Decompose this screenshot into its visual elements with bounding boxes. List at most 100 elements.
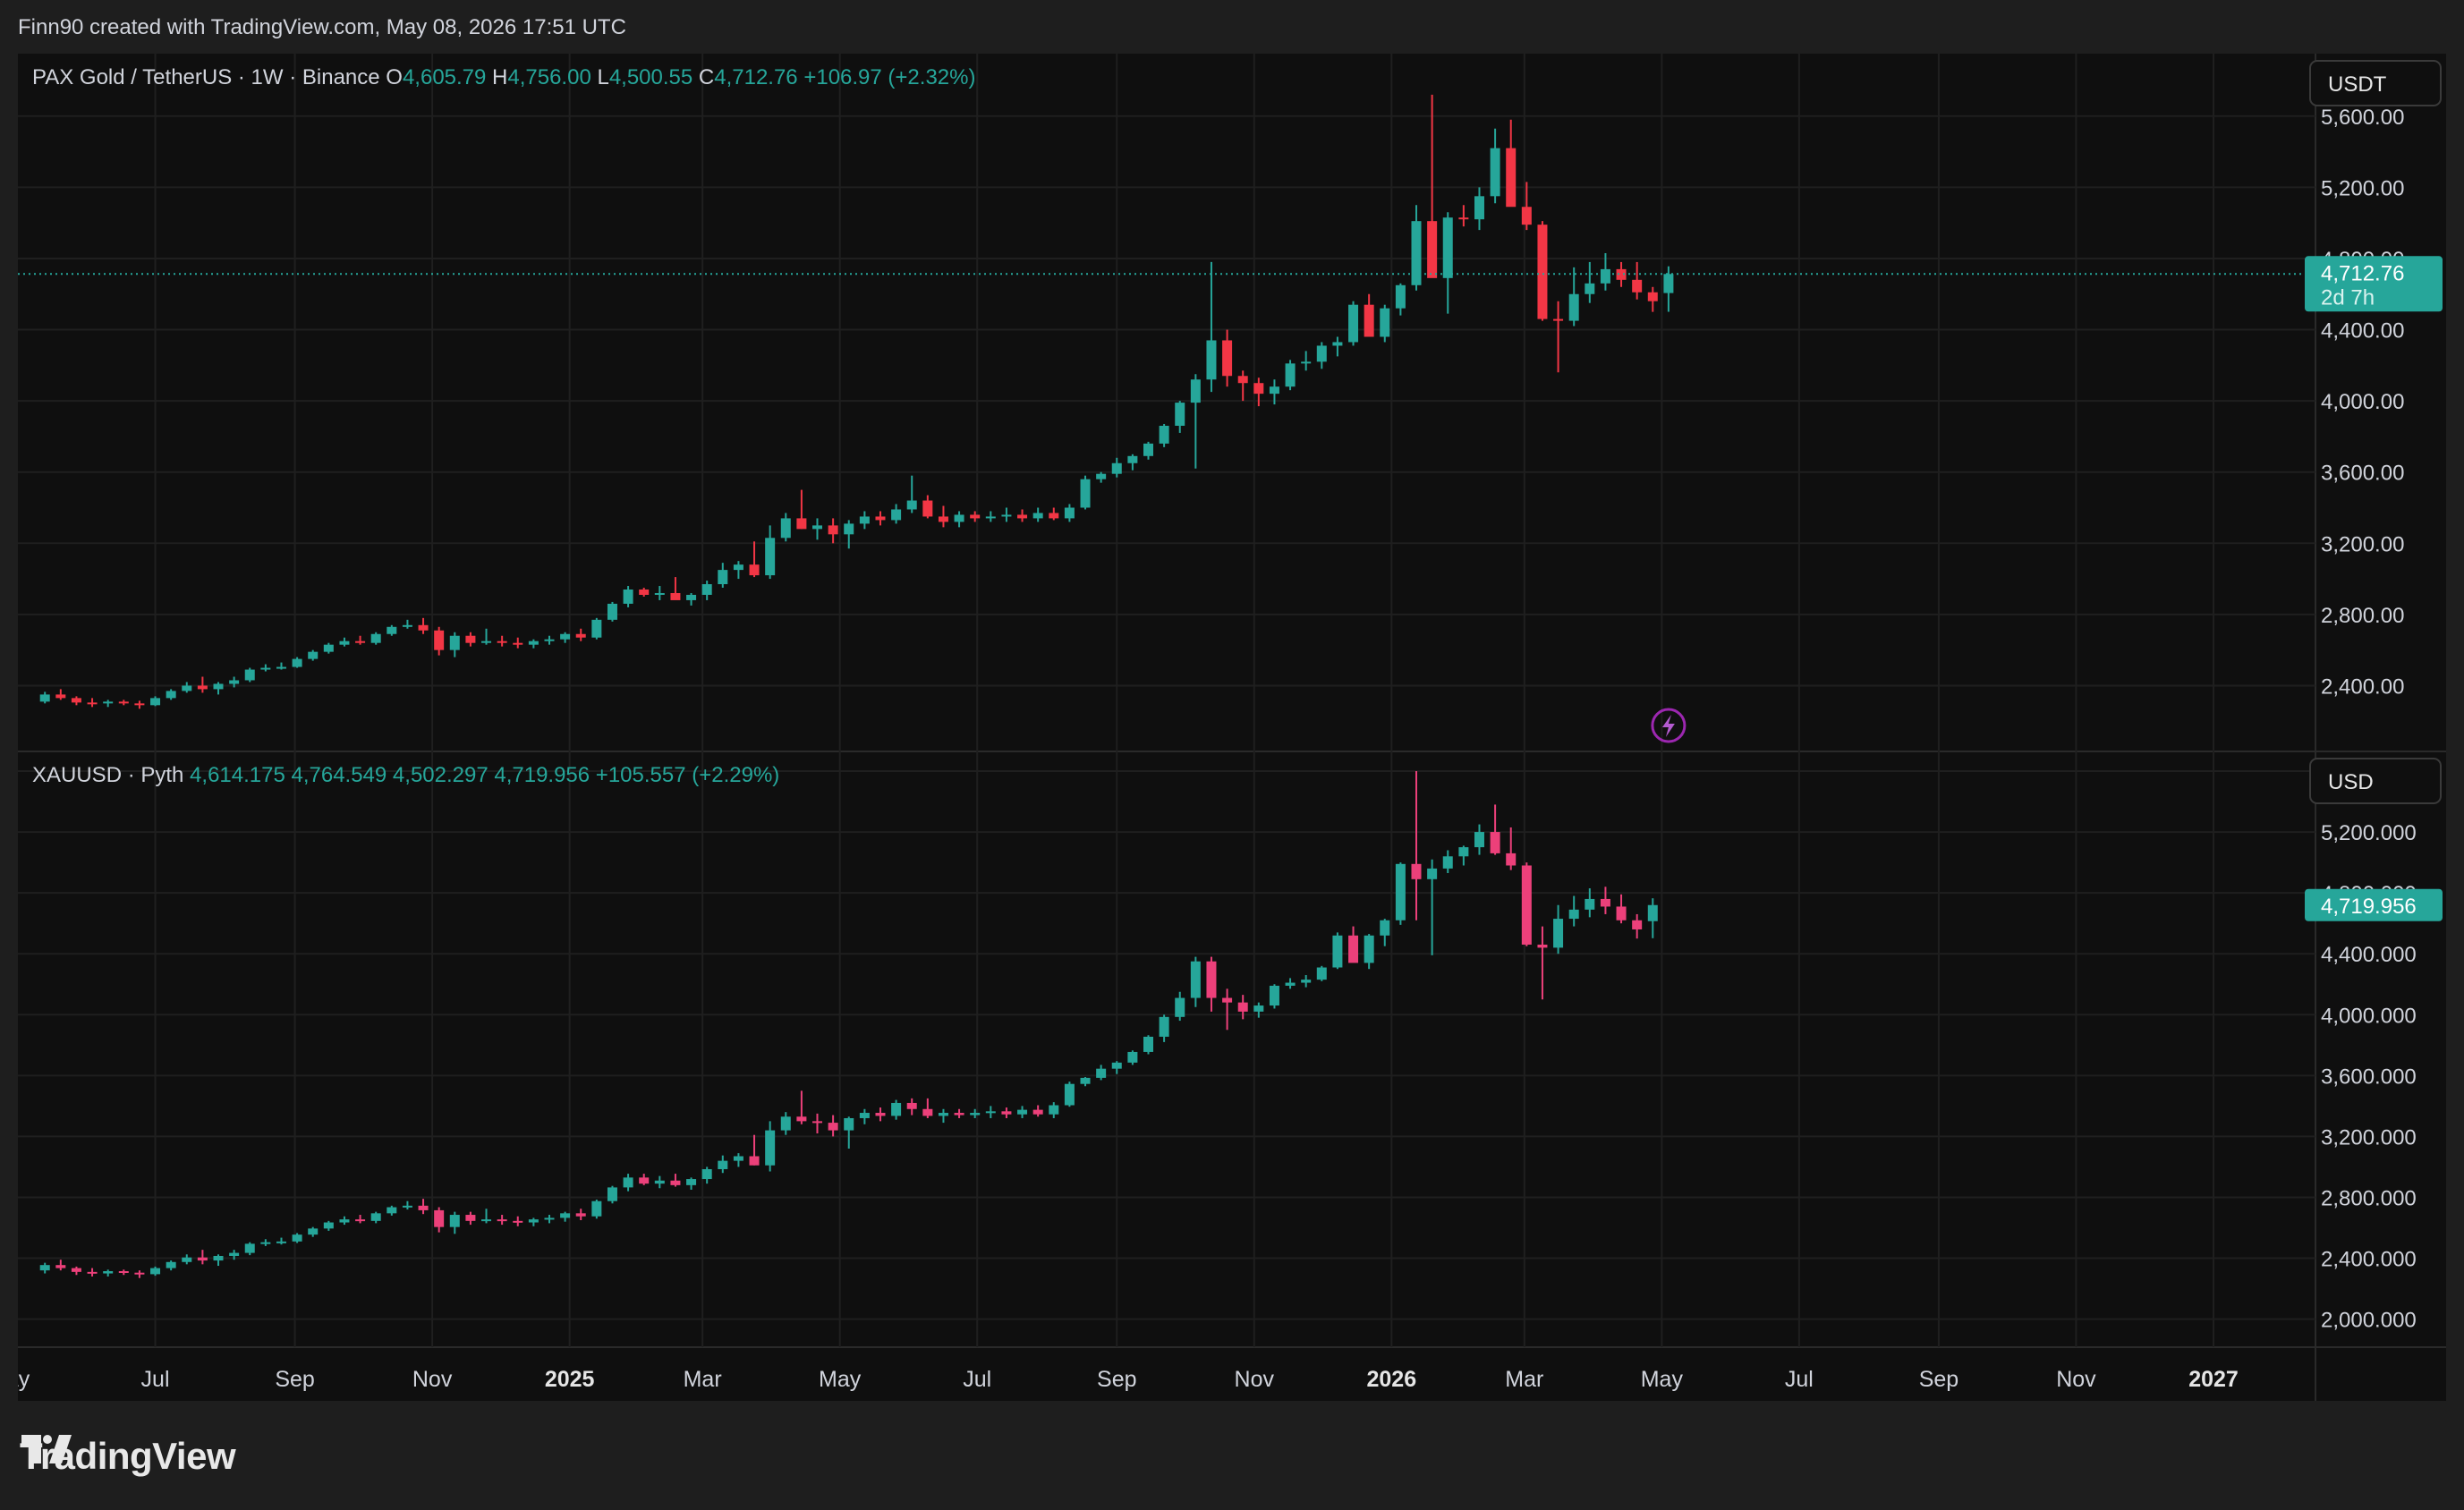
candle-body[interactable] — [244, 1243, 255, 1253]
candle-body[interactable] — [1301, 980, 1312, 983]
candle-body[interactable] — [1159, 1016, 1169, 1037]
candle-body[interactable] — [544, 1217, 555, 1220]
candle-body[interactable] — [654, 592, 665, 595]
candle-body[interactable] — [1159, 425, 1169, 444]
candle-body[interactable] — [1190, 961, 1201, 998]
candle-body[interactable] — [449, 635, 460, 650]
candle-body[interactable] — [497, 640, 507, 643]
candle-body[interactable] — [1553, 318, 1564, 321]
candle-body[interactable] — [1364, 935, 1374, 963]
candle-body[interactable] — [434, 630, 445, 650]
candle-body[interactable] — [1521, 207, 1532, 225]
candle-body[interactable] — [607, 1187, 617, 1201]
candle-body[interactable] — [276, 666, 286, 669]
candle-body[interactable] — [166, 691, 176, 699]
candle-body[interactable] — [844, 523, 854, 535]
candle-body[interactable] — [1316, 967, 1327, 980]
candle-body[interactable] — [260, 1242, 271, 1244]
candle-body[interactable] — [402, 1205, 412, 1208]
candle-body[interactable] — [197, 685, 208, 690]
candle-body[interactable] — [513, 642, 523, 645]
candle-body[interactable] — [166, 1261, 176, 1268]
candle-body[interactable] — [213, 1255, 224, 1261]
candle-body[interactable] — [891, 509, 902, 521]
candle-body[interactable] — [607, 603, 617, 620]
candle-body[interactable] — [1253, 1005, 1264, 1012]
candle-body[interactable] — [701, 584, 712, 595]
candle-body[interactable] — [1111, 1062, 1122, 1069]
candle-body[interactable] — [355, 640, 366, 643]
candle-body[interactable] — [1585, 283, 1595, 294]
candle-body[interactable] — [1442, 217, 1453, 278]
candle-body[interactable] — [1301, 361, 1312, 364]
candle-body[interactable] — [701, 1168, 712, 1180]
candle-body[interactable] — [1049, 513, 1059, 519]
candle-body[interactable] — [1049, 1105, 1059, 1115]
candle-body[interactable] — [1080, 1077, 1091, 1084]
candle-body[interactable] — [134, 703, 145, 706]
candle-body[interactable] — [654, 1180, 665, 1184]
candle-body[interactable] — [1285, 363, 1296, 387]
candle-body[interactable] — [339, 1219, 350, 1223]
candle-body[interactable] — [1506, 853, 1517, 866]
candle-body[interactable] — [1395, 284, 1406, 309]
candle-body[interactable] — [1127, 1051, 1138, 1063]
candle-body[interactable] — [418, 624, 429, 631]
candle-body[interactable] — [970, 1113, 981, 1116]
currency-button[interactable] — [2309, 758, 2442, 804]
candle-body[interactable] — [1474, 832, 1484, 848]
chart-canvas[interactable]: ay Jul Sep Nov 2025 Mar May Jul Sep Nov 2026 Mar May… — [18, 54, 2446, 1401]
candle-body[interactable] — [591, 1200, 602, 1217]
lightning-icon[interactable] — [1651, 708, 1687, 743]
candle-body[interactable] — [1096, 473, 1107, 479]
candle-body[interactable] — [1206, 340, 1217, 380]
candle-body[interactable] — [922, 500, 933, 517]
candle-body[interactable] — [339, 640, 350, 645]
candle-body[interactable] — [544, 639, 555, 641]
candle-body[interactable] — [718, 1160, 728, 1169]
candle-body[interactable] — [103, 701, 114, 704]
candle-body[interactable] — [370, 633, 381, 643]
candle-body[interactable] — [55, 694, 66, 699]
candle-body[interactable] — [749, 1156, 760, 1166]
candle-body[interactable] — [213, 683, 224, 690]
candle-body[interactable] — [1411, 221, 1422, 285]
candle-body[interactable] — [1269, 985, 1279, 1006]
candle-body[interactable] — [922, 1108, 933, 1116]
candle-body[interactable] — [197, 1257, 208, 1261]
candle-body[interactable] — [513, 1220, 523, 1223]
candle-body[interactable] — [765, 1130, 776, 1166]
candle-body[interactable] — [1568, 293, 1579, 321]
candle-body[interactable] — [1222, 997, 1233, 1003]
candle-body[interactable] — [780, 1116, 791, 1131]
candle-body[interactable] — [481, 1219, 492, 1222]
candle-body[interactable] — [670, 592, 681, 600]
candle-body[interactable] — [481, 640, 492, 643]
candle-body[interactable] — [323, 1222, 334, 1229]
candle-body[interactable] — [844, 1117, 854, 1131]
candle-body[interactable] — [1616, 906, 1627, 920]
candle-body[interactable] — [686, 594, 697, 600]
candle-body[interactable] — [985, 1111, 996, 1114]
candle-body[interactable] — [1206, 961, 1217, 998]
candle-body[interactable] — [402, 624, 412, 627]
candle-body[interactable] — [118, 1270, 129, 1273]
candle-body[interactable] — [780, 518, 791, 539]
candle-body[interactable] — [765, 538, 776, 576]
candle-body[interactable] — [1332, 935, 1343, 968]
candle-body[interactable] — [639, 1177, 650, 1184]
candle-body[interactable] — [1458, 847, 1469, 857]
candle-body[interactable] — [875, 516, 886, 521]
candle-body[interactable] — [1269, 386, 1279, 394]
candle-body[interactable] — [387, 1207, 397, 1214]
candle-body[interactable] — [323, 644, 334, 652]
chart-frame[interactable]: ay Jul Sep Nov 2025 Mar May Jul Sep Nov 2026 Mar May… — [18, 54, 2446, 1401]
candle-body[interactable] — [560, 1213, 571, 1218]
candle-body[interactable] — [292, 658, 302, 667]
candle-body[interactable] — [1237, 1002, 1248, 1012]
candle-body[interactable] — [276, 1241, 286, 1243]
candle-body[interactable] — [1458, 217, 1469, 220]
candle-body[interactable] — [71, 1268, 81, 1272]
candle-body[interactable] — [575, 633, 586, 638]
candle-body[interactable] — [1537, 225, 1548, 319]
